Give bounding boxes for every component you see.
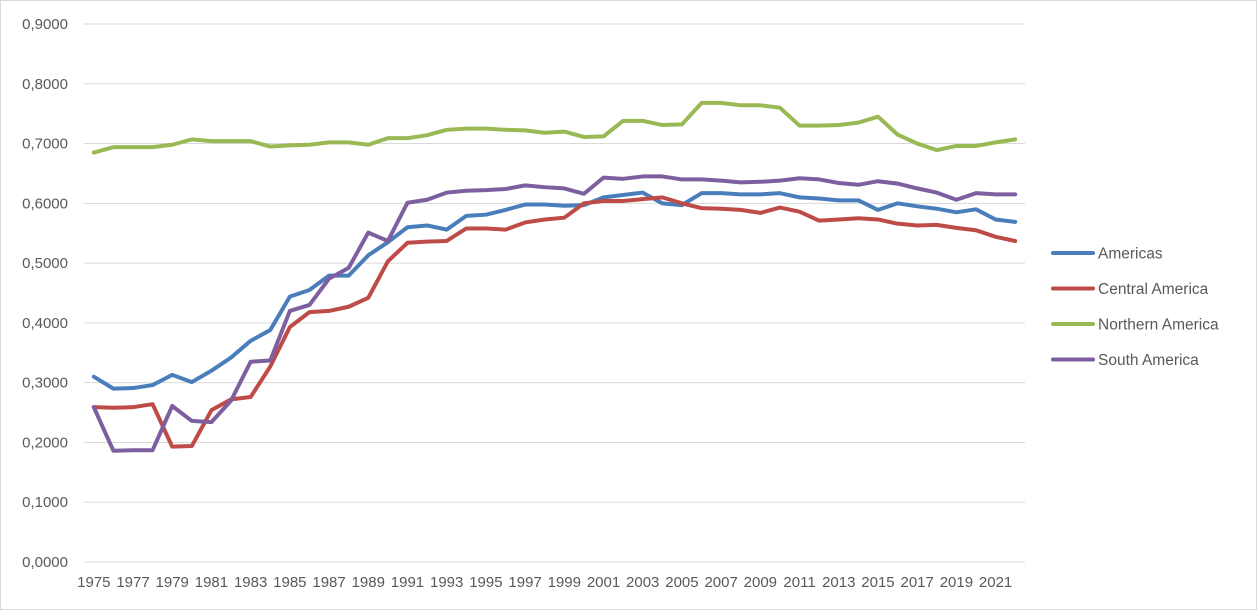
x-tick-label: 1983 [234, 574, 267, 591]
x-tick-label: 1997 [508, 574, 541, 591]
x-tick-label: 2009 [744, 574, 777, 591]
x-tick-label: 2015 [861, 574, 894, 591]
x-tick-label: 2019 [940, 574, 973, 591]
legend-label: Central America [1098, 281, 1209, 298]
x-tick-label: 2005 [665, 574, 698, 591]
x-tick-label: 1985 [273, 574, 306, 591]
x-tick-label: 1977 [116, 574, 149, 591]
x-tick-label: 1993 [430, 574, 463, 591]
y-axis: 0,0000 0,1000 0,2000 0,3000 0,4000 0,5000 0,60… [22, 16, 68, 571]
y-tick-label: 0,1000 [22, 494, 68, 511]
y-tick-label: 0,3000 [22, 375, 68, 392]
y-tick-label: 0,2000 [22, 434, 68, 451]
legend: Americas Central America Northern America S… [1051, 246, 1219, 369]
x-tick-label: 1987 [312, 574, 345, 591]
series-line-northern-america [91, 100, 1018, 155]
series-line-americas [91, 190, 1018, 391]
x-tick-label: 2021 [979, 574, 1012, 591]
y-tick-label: 0,6000 [22, 195, 68, 212]
legend-label: South America [1098, 352, 1199, 369]
x-tick-label: 2007 [704, 574, 737, 591]
series-lines [91, 100, 1018, 453]
x-axis: 1975 1977 1979 1981 1983 1985 1987 1989 1991 1993… [77, 561, 1025, 591]
x-tick-label: 1989 [352, 574, 385, 591]
legend-label: Americas [1098, 246, 1163, 263]
x-tick-label: 1995 [469, 574, 502, 591]
x-tick-label: 1999 [548, 574, 581, 591]
y-tick-label: 0,7000 [22, 136, 68, 153]
x-tick-label: 2013 [822, 574, 855, 591]
x-tick-label: 1981 [195, 574, 228, 591]
y-tick-label: 0,5000 [22, 255, 68, 272]
grid [84, 23, 1025, 503]
x-tick-label: 1975 [77, 574, 110, 591]
series-line-central-america [91, 195, 1018, 449]
x-tick-label: 1979 [156, 574, 189, 591]
series-line-south-america [91, 174, 1018, 453]
x-tick-label: 1991 [391, 574, 424, 591]
legend-label: Northern America [1098, 317, 1219, 334]
x-tick-label: 2011 [783, 574, 815, 591]
y-tick-label: 0,9000 [22, 16, 68, 33]
x-tick-label: 2001 [587, 574, 620, 591]
y-tick-label: 0,0000 [22, 554, 68, 571]
y-tick-label: 0,8000 [22, 76, 68, 93]
x-tick-label: 2003 [626, 574, 659, 591]
y-tick-label: 0,4000 [22, 315, 68, 332]
x-tick-label: 2017 [900, 574, 933, 591]
